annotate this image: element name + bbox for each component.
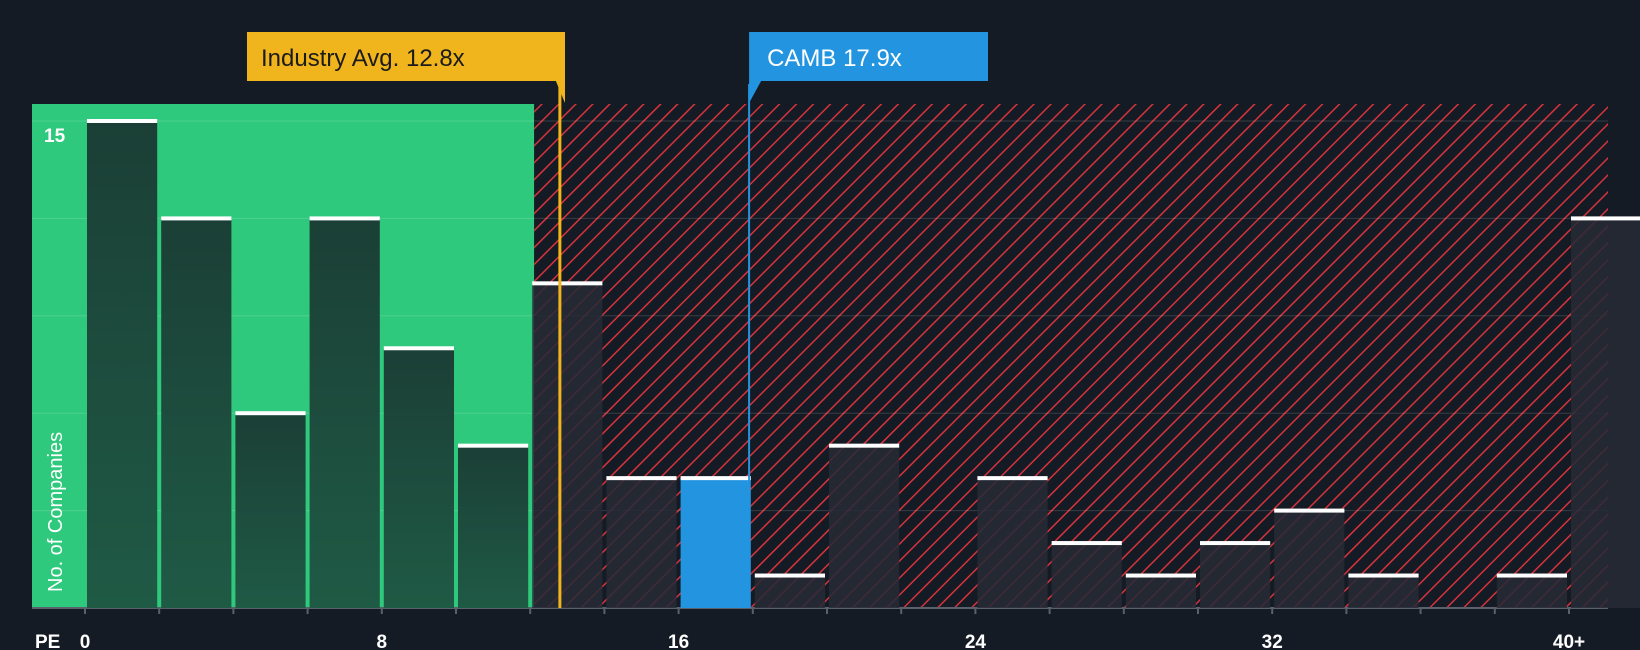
histogram-bar [1496, 575, 1567, 608]
industry-average-callout [247, 32, 565, 103]
histogram-bar-cap [309, 216, 380, 221]
x-tick-label: 0 [80, 632, 91, 650]
histogram-bar-cap [1348, 573, 1419, 578]
histogram-bar [1571, 218, 1640, 608]
histogram-bar [1125, 575, 1196, 608]
histogram-bar-cap [1571, 216, 1640, 221]
y-axis-title: No. of Companies [45, 432, 67, 592]
x-axis-title: PE [35, 632, 60, 650]
x-tick-label: 40+ [1553, 632, 1585, 650]
histogram-bar-cap [383, 346, 454, 351]
histogram-bar [235, 413, 306, 608]
x-tick-label: 8 [377, 632, 388, 650]
x-tick-label: 24 [965, 632, 987, 650]
histogram-bar [1348, 575, 1419, 608]
histogram-bar [1200, 543, 1271, 608]
histogram-bar [1274, 510, 1345, 608]
histogram-bar-cap [1496, 573, 1567, 578]
histogram-bar-cap [1274, 508, 1345, 513]
company-pe-callout [749, 32, 988, 103]
histogram-bar [87, 121, 158, 608]
x-tick-label: 16 [668, 632, 689, 650]
histogram-bar-cap [458, 443, 529, 448]
histogram-bar [309, 218, 380, 608]
histogram-bar-cap [87, 119, 158, 123]
histogram-bar-cap [754, 573, 825, 578]
axes-layer: PE No. of Companies 0 8 16 24 32 40+ 15 [35, 126, 1585, 650]
histogram-bar [977, 478, 1048, 608]
histogram-bar-cap [606, 476, 677, 481]
y-tick-label: 15 [44, 126, 66, 147]
histogram-bar [161, 218, 232, 608]
histogram-bar-cap [235, 411, 306, 416]
company-pe-label: CAMB 17.9x [767, 45, 902, 72]
histogram-bar [680, 478, 751, 608]
histogram-bar [383, 348, 454, 608]
histogram-bar-cap [977, 476, 1048, 481]
histogram-bar-cap [532, 281, 603, 286]
histogram-bar [829, 445, 900, 608]
histogram-bar [754, 575, 825, 608]
x-tick-label: 32 [1262, 632, 1283, 650]
histogram-bar-cap [1051, 541, 1122, 546]
histogram-bar-cap [680, 476, 751, 481]
histogram-bar [606, 478, 677, 608]
histogram-bar-cap [1200, 541, 1271, 546]
industry-average-label: Industry Avg. 12.8x [261, 45, 465, 72]
bars-layer [87, 119, 1640, 608]
markers-layer: Industry Avg. 12.8x CAMB 17.9x [247, 32, 988, 608]
histogram-bar-cap [1125, 573, 1196, 578]
histogram-bar [1051, 543, 1122, 608]
histogram-bar [458, 445, 529, 608]
histogram-bar [532, 283, 603, 608]
histogram-bar-cap [161, 216, 232, 221]
histogram-bar-cap [829, 443, 900, 448]
